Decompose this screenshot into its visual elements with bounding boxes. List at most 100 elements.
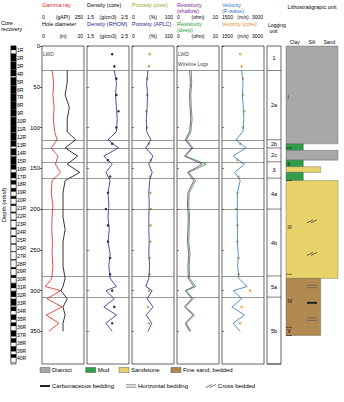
svg-text:21R: 21R xyxy=(17,205,27,211)
svg-text:4a: 4a xyxy=(271,191,278,197)
svg-text:Carbonaceous bedding: Carbonaceous bedding xyxy=(52,383,114,389)
svg-text:14R: 14R xyxy=(17,150,27,156)
svg-text:Horizontal bedding: Horizontal bedding xyxy=(138,383,188,389)
svg-text:250: 250 xyxy=(75,14,84,20)
svg-text:36R: 36R xyxy=(17,324,27,330)
svg-text:1500: 1500 xyxy=(222,14,233,20)
svg-text:IV: IV xyxy=(288,298,293,304)
svg-text:LWD: LWD xyxy=(178,51,189,57)
svg-text:LWD: LWD xyxy=(43,51,54,57)
svg-text:39R: 39R xyxy=(17,348,27,354)
svg-text:28R: 28R xyxy=(17,261,27,267)
svg-text:7R: 7R xyxy=(17,94,24,100)
svg-text:(ohm): (ohm) xyxy=(191,14,204,20)
svg-text:10R: 10R xyxy=(17,118,27,124)
svg-text:19R: 19R xyxy=(17,189,27,195)
svg-text:12R: 12R xyxy=(17,134,27,140)
svg-text:3: 3 xyxy=(272,167,275,173)
svg-text:Sandstone: Sandstone xyxy=(131,367,160,373)
svg-text:18R: 18R xyxy=(17,181,27,187)
svg-text:Porosity (core): Porosity (core) xyxy=(132,2,168,8)
svg-text:Sand: Sand xyxy=(323,39,335,45)
svg-text:1R: 1R xyxy=(17,47,24,53)
svg-text:Porosity (APLC): Porosity (APLC) xyxy=(132,21,172,27)
svg-text:10: 10 xyxy=(212,14,218,20)
svg-text:9R: 9R xyxy=(17,110,24,116)
svg-text:15R: 15R xyxy=(17,158,27,164)
svg-text:Hole diameter: Hole diameter xyxy=(42,21,76,27)
svg-text:1500: 1500 xyxy=(222,33,233,39)
svg-text:4b: 4b xyxy=(271,240,277,246)
svg-text:3R: 3R xyxy=(17,63,24,69)
svg-text:10: 10 xyxy=(212,33,218,39)
svg-text:200: 200 xyxy=(30,206,41,212)
svg-text:2c: 2c xyxy=(271,152,277,158)
svg-text:(%): (%) xyxy=(149,33,157,39)
svg-text:35R: 35R xyxy=(17,316,27,322)
svg-text:38R: 38R xyxy=(17,340,27,346)
svg-text:3000: 3000 xyxy=(252,33,263,39)
svg-text:unit: unit xyxy=(268,28,278,34)
svg-text:23R: 23R xyxy=(17,221,27,227)
svg-text:(ohm): (ohm) xyxy=(191,33,204,39)
svg-text:5a: 5a xyxy=(271,284,278,290)
svg-text:350: 350 xyxy=(30,328,41,334)
svg-text:26R: 26R xyxy=(17,245,27,251)
svg-text:Wireline Logs: Wireline Logs xyxy=(178,61,209,67)
svg-text:5R: 5R xyxy=(17,79,24,85)
svg-text:Gamma ray: Gamma ray xyxy=(42,2,71,8)
svg-text:100: 100 xyxy=(165,33,174,39)
svg-text:Diamict: Diamict xyxy=(52,367,72,373)
svg-text:0: 0 xyxy=(132,33,135,39)
svg-text:Cross bedded: Cross bedded xyxy=(218,383,255,389)
svg-text:(in): (in) xyxy=(59,33,67,39)
svg-text:40R: 40R xyxy=(17,355,27,361)
svg-text:II: II xyxy=(288,161,291,167)
svg-text:4R: 4R xyxy=(17,71,24,77)
svg-text:24R: 24R xyxy=(17,229,27,235)
svg-text:1.5: 1.5 xyxy=(87,33,94,39)
svg-text:8R: 8R xyxy=(17,102,24,108)
svg-text:27R: 27R xyxy=(17,253,27,259)
svg-text:150: 150 xyxy=(30,165,41,171)
svg-text:Lithostratigrapic unit: Lithostratigrapic unit xyxy=(287,4,337,10)
svg-text:0: 0 xyxy=(42,33,45,39)
svg-text:2R: 2R xyxy=(17,55,24,61)
svg-text:6R: 6R xyxy=(17,87,24,93)
svg-text:0: 0 xyxy=(37,43,41,49)
svg-text:25R: 25R xyxy=(17,237,27,243)
svg-text:III: III xyxy=(288,224,292,230)
svg-text:2.5: 2.5 xyxy=(121,14,128,20)
svg-text:Fine sand, bedded: Fine sand, bedded xyxy=(183,367,233,373)
svg-text:32R: 32R xyxy=(17,292,27,298)
svg-text:20: 20 xyxy=(77,33,83,39)
svg-text:20R: 20R xyxy=(17,197,27,203)
svg-text:Clay: Clay xyxy=(290,39,301,45)
svg-text:30R: 30R xyxy=(17,276,27,282)
svg-text:5b: 5b xyxy=(271,328,277,334)
svg-text:0: 0 xyxy=(177,14,180,20)
svg-text:17R: 17R xyxy=(17,174,27,180)
svg-text:Silt: Silt xyxy=(309,39,317,45)
svg-text:100: 100 xyxy=(165,14,174,20)
svg-text:29R: 29R xyxy=(17,268,27,274)
svg-text:1: 1 xyxy=(272,55,275,61)
svg-text:2.5: 2.5 xyxy=(121,33,128,39)
svg-text:(g/cm3): (g/cm3) xyxy=(100,33,117,39)
svg-text:Density (core): Density (core) xyxy=(87,2,121,8)
svg-text:(%): (%) xyxy=(149,14,157,20)
svg-text:Velocity (core): Velocity (core) xyxy=(222,21,257,27)
svg-text:Mud: Mud xyxy=(98,367,110,373)
svg-text:3000: 3000 xyxy=(252,14,263,20)
svg-text:300: 300 xyxy=(30,288,41,294)
svg-text:13R: 13R xyxy=(17,142,27,148)
svg-text:(gAPI): (gAPI) xyxy=(56,14,71,20)
svg-text:recovery: recovery xyxy=(1,26,22,32)
svg-text:11R: 11R xyxy=(17,126,26,132)
svg-text:22R: 22R xyxy=(17,213,27,219)
svg-text:0: 0 xyxy=(132,14,135,20)
svg-text:2b: 2b xyxy=(271,141,277,147)
svg-text:50: 50 xyxy=(33,84,40,90)
svg-text:31R: 31R xyxy=(17,284,27,290)
svg-text:(m/s): (m/s) xyxy=(237,33,249,39)
